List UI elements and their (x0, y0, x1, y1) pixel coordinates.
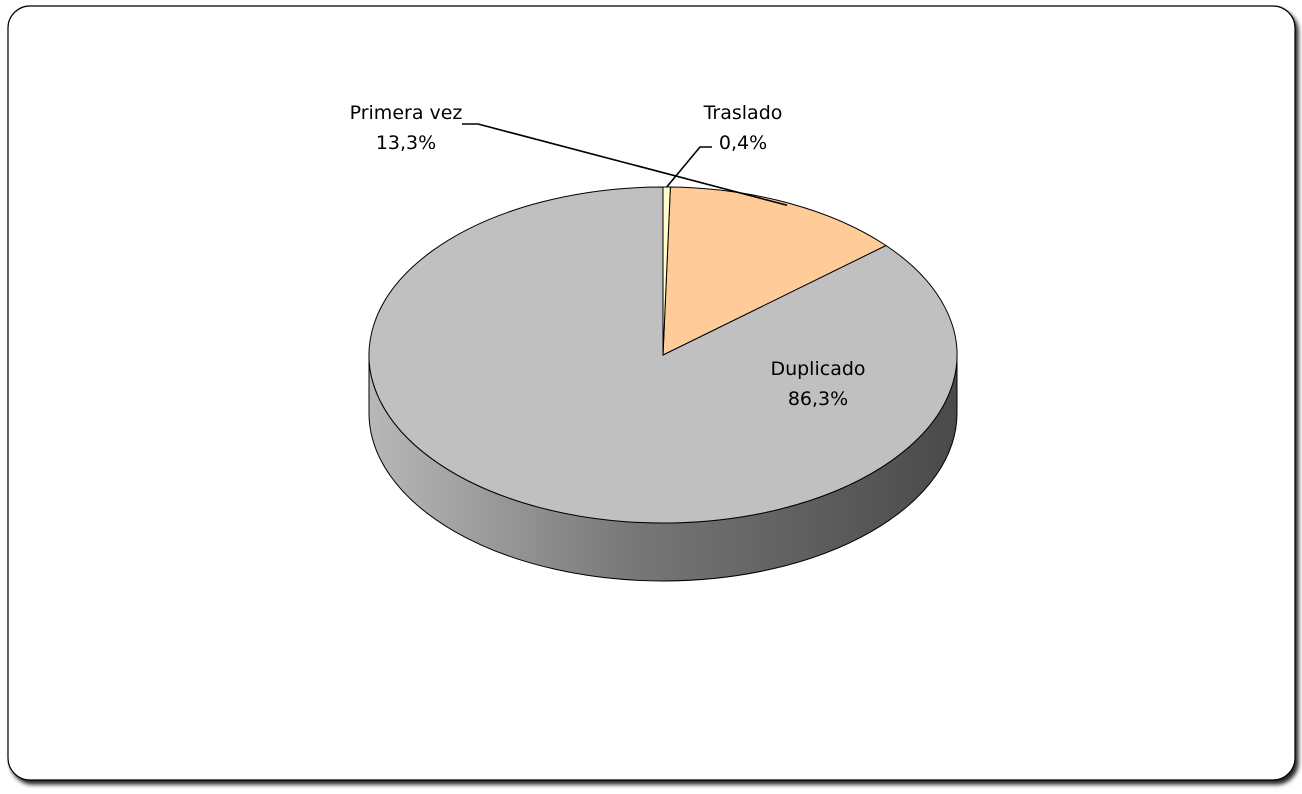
slice-label-duplicado: Duplicado 86,3% (770, 358, 865, 410)
slice-label-traslado: Traslado 0,4% (703, 102, 783, 154)
slice-label-primera-vez: Primera vez 13,3% (350, 102, 463, 154)
slice-percent-duplicado: 86,3% (788, 388, 848, 410)
slice-name-primera-vez: Primera vez (350, 102, 463, 124)
leader-line-traslado (666, 146, 712, 188)
slice-percent-traslado: 0,4% (719, 132, 767, 154)
pie-slice-traslado (662, 186, 671, 356)
pie-slices (368, 186, 958, 524)
slice-percent-primera-vez: 13,3% (376, 132, 436, 154)
slice-name-duplicado: Duplicado (770, 358, 865, 380)
leader-line-primera-vez (462, 123, 788, 206)
pie-slice-primera-vez (662, 186, 887, 356)
pie-leader-lines (462, 123, 788, 206)
slice-name-traslado: Traslado (703, 102, 783, 124)
